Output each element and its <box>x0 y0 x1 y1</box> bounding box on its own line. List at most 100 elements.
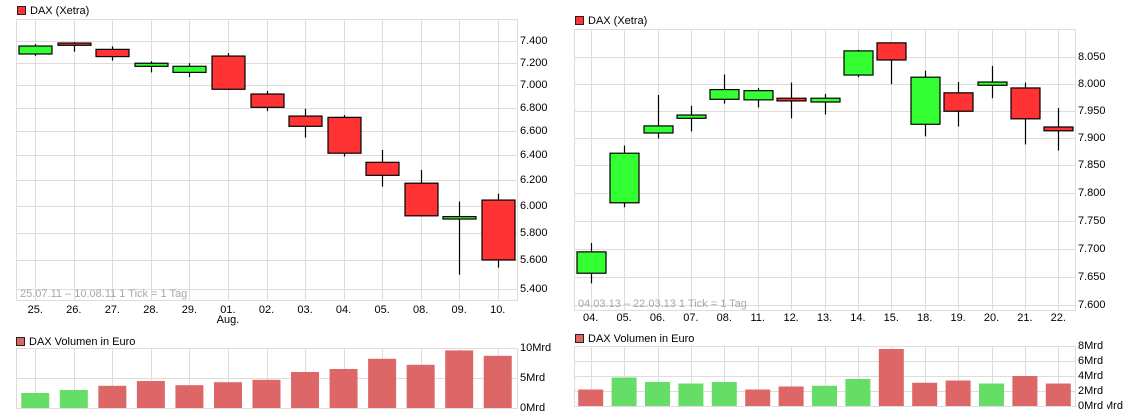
right-price-y-tick-label: 8.050 <box>1078 50 1106 63</box>
left-price-y-tick-label: 5.600 <box>520 254 548 267</box>
candle-down <box>327 116 362 154</box>
candle-up <box>18 45 53 55</box>
candle-up <box>609 152 640 204</box>
right-volume-y-tick-label: 6Mrd <box>1078 355 1104 367</box>
clipped-axis-label-text: Mrd <box>1107 400 1123 412</box>
candle-up <box>172 65 207 73</box>
volume-bar-up <box>59 390 88 408</box>
left-price-x-tick-label: 05. <box>374 304 390 316</box>
left-price-x-month-label: Aug. <box>216 314 240 326</box>
right-price-y-tick-label: 7.950 <box>1078 104 1106 117</box>
right-price-legend: DAX (Xetra) <box>575 15 647 27</box>
candle-down <box>365 161 400 176</box>
candle-up <box>743 90 774 101</box>
left-range-info: 25.07.11 – 10.08.11 1 Tick = 1 Tag <box>20 288 188 300</box>
left-price-x-tick-label: 29. <box>181 304 198 316</box>
right-price-x-tick-label: 06. <box>649 312 666 324</box>
volume-bar-down <box>252 379 281 408</box>
left-price-x-tick-label: 10. <box>490 304 506 316</box>
right-price-title: DAX (Xetra) <box>588 14 648 27</box>
left-price-x-tick-label: 26. <box>66 304 82 316</box>
candle-up <box>843 50 874 76</box>
volume-bar-down <box>1045 383 1071 406</box>
candle-down <box>776 97 807 102</box>
left-price-x-tick-label: 08. <box>412 304 429 316</box>
left-price-y-tick-label: 5.400 <box>520 282 548 295</box>
right-price-x-tick-label: 18. <box>917 312 933 324</box>
volume-bar-down <box>578 389 604 406</box>
candle-up <box>709 88 740 100</box>
price-legend-swatch-icon <box>575 16 584 25</box>
left-volume-legend: DAX Volumen in Euro <box>16 336 135 348</box>
left-volume-y-tick-label: 5Mrd <box>520 372 546 384</box>
right-price-x-tick-label: 22. <box>1050 312 1066 324</box>
right-volume-y-tick-label: 0Mrd <box>1078 400 1104 412</box>
left-price-title: DAX (Xetra) <box>30 4 90 17</box>
volume-bar-down <box>878 349 904 406</box>
candle-down <box>250 93 285 108</box>
candle-up <box>442 216 477 220</box>
volume-bar-up <box>21 393 50 408</box>
volume-bar-down <box>368 358 397 408</box>
volume-bar-down <box>1012 376 1038 406</box>
volume-bar-down <box>291 372 320 408</box>
volume-legend-swatch-icon <box>575 334 584 343</box>
left-price-y-tick-label: 7.400 <box>520 35 548 48</box>
volume-bar-down <box>98 385 127 408</box>
right-price-y-tick-label: 7.800 <box>1078 186 1106 199</box>
left-volume-y-tick-label: 0Mrd <box>520 402 546 413</box>
volume-bar-up <box>645 382 670 406</box>
candle-up <box>676 114 707 119</box>
volume-bar-up <box>711 382 737 406</box>
candle-up <box>910 76 941 125</box>
candle-down <box>1010 87 1041 120</box>
right-price-x-tick-label: 11. <box>750 312 765 324</box>
volume-bar-down <box>778 386 804 406</box>
left-price-x-tick-label: 01. <box>220 304 236 316</box>
volume-bar-up <box>678 383 704 406</box>
left-volume-y-tick-label: 10Mrd <box>520 342 552 354</box>
candle-down <box>943 92 974 112</box>
right-price-y-tick-label: 8.000 <box>1078 77 1106 90</box>
right-price-y-tick-label: 7.650 <box>1078 270 1106 283</box>
right-price-x-tick-label: 21. <box>1017 312 1033 324</box>
candle-down <box>876 42 907 61</box>
candle-up <box>977 81 1008 86</box>
right-price-x-tick-label: 05. <box>616 312 632 324</box>
left-price-x-tick-label: 02. <box>258 304 275 316</box>
right-price-x-tick-label: 14. <box>850 312 866 324</box>
candle-down <box>481 199 516 261</box>
left-price-y-tick-label: 5.800 <box>520 226 548 239</box>
right-price-x-tick-label: 15. <box>883 312 899 324</box>
left-price-legend: DAX (Xetra) <box>17 5 89 17</box>
right-price-y-tick-label: 7.850 <box>1078 159 1106 172</box>
candle-down <box>1043 126 1074 132</box>
volume-bar-down <box>136 381 165 408</box>
candle-down <box>404 182 439 217</box>
left-price-y-tick-label: 7.000 <box>520 78 548 91</box>
right-volume-y-tick-label: 4Mrd <box>1078 370 1104 382</box>
left-price-x-tick-label: 25. <box>27 304 43 316</box>
right-price-y-tick-label: 7.600 <box>1078 298 1106 311</box>
right-price-y-tick-label: 7.750 <box>1078 214 1106 227</box>
volume-bar-down <box>912 382 938 406</box>
clipped-volume-axis-label: Mrd <box>1107 399 1137 413</box>
right-price-x-tick-label: 04. <box>583 312 599 324</box>
right-price-x-tick-label: 12. <box>783 312 799 324</box>
right-price-x-tick-label: 19. <box>950 312 966 324</box>
right-volume-y-tick-label: 2Mrd <box>1078 385 1104 397</box>
volume-bar-down <box>213 382 242 408</box>
right-range-info: 04.03.13 – 22.03.13 1 Tick = 1 Tag <box>578 298 747 310</box>
right-volume-legend: DAX Volumen in Euro <box>575 333 694 345</box>
volume-bar-down <box>483 355 512 408</box>
candle-down <box>57 42 92 46</box>
volume-legend-swatch-icon <box>16 337 25 346</box>
left-price-y-tick-label: 6.400 <box>520 149 548 162</box>
candle-up <box>576 251 607 274</box>
left-price-y-tick-label: 6.200 <box>520 174 548 187</box>
candle-down <box>288 115 323 127</box>
volume-bar-down <box>445 350 474 408</box>
candle-up <box>810 97 841 103</box>
